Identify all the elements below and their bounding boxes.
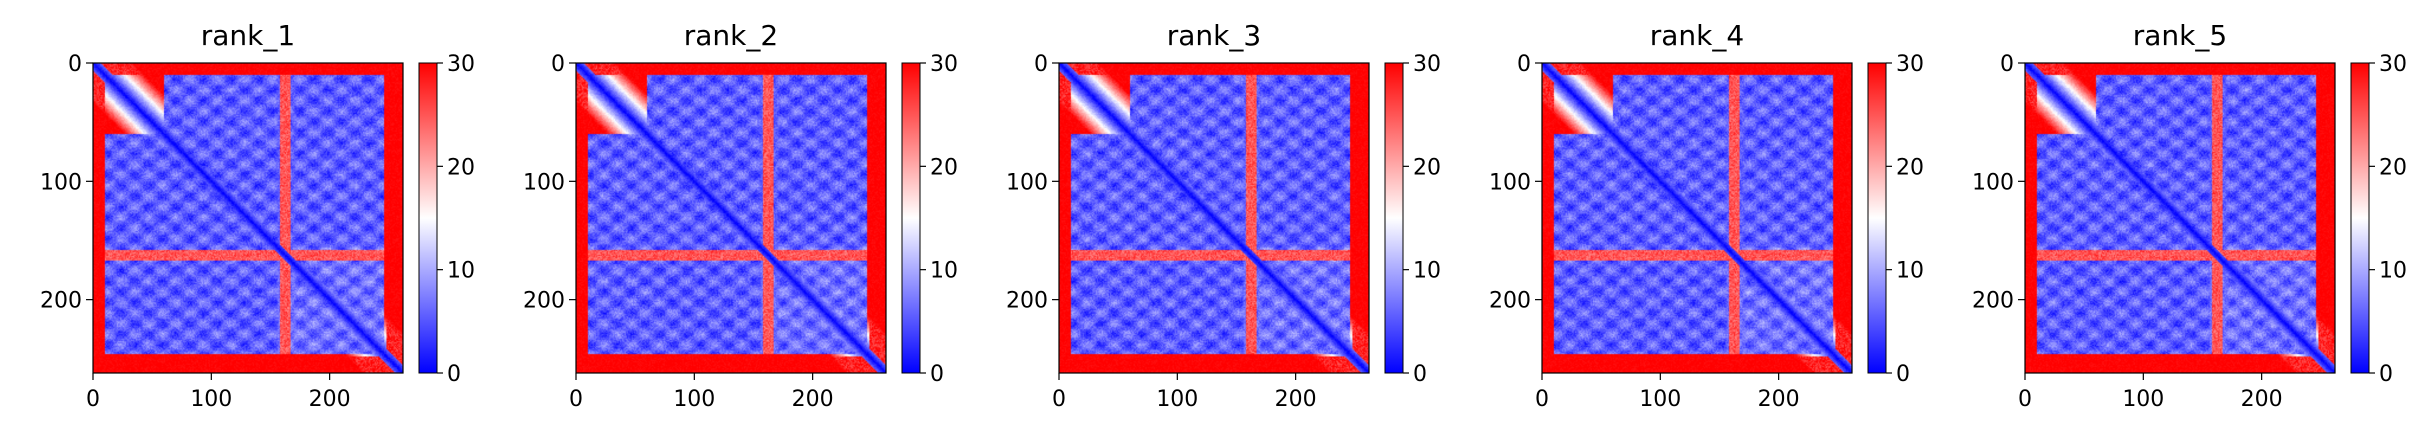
colorbar-tick-label: 10 xyxy=(1896,259,1924,284)
y-tick-label: 0 xyxy=(1034,52,1048,77)
colorbar-tick-label: 20 xyxy=(1413,155,1441,180)
axes-frame xyxy=(575,62,887,374)
colorbar-tick-label: 0 xyxy=(447,362,461,387)
heatmap-cells xyxy=(576,63,886,373)
colorbar-tick-label: 20 xyxy=(447,155,475,180)
y-tick-label: 100 xyxy=(523,170,565,195)
y-tick-label: 0 xyxy=(68,52,82,77)
axes-frame xyxy=(1541,62,1853,374)
colorbar xyxy=(1384,62,1404,374)
y-tick-label: 100 xyxy=(1972,170,2014,195)
y-tick-label: 200 xyxy=(523,289,565,314)
chart-title: rank_4 xyxy=(1650,19,1744,52)
y-tick-label: 100 xyxy=(40,170,82,195)
x-tick-label: 100 xyxy=(1639,387,1681,412)
chart-title: rank_5 xyxy=(2133,19,2227,52)
axes-frame xyxy=(2024,62,2336,374)
heatmap-cells xyxy=(1059,63,1369,373)
colorbar-tick-label: 0 xyxy=(2379,362,2393,387)
colorbar xyxy=(901,62,921,374)
chart-title: rank_2 xyxy=(684,19,778,52)
colorbar xyxy=(2350,62,2370,374)
x-tick-label: 0 xyxy=(1535,387,1549,412)
axes-frame xyxy=(1058,62,1370,374)
colorbar xyxy=(418,62,438,374)
colorbar-tick-label: 10 xyxy=(447,259,475,284)
x-tick-label: 0 xyxy=(569,387,583,412)
y-tick-label: 200 xyxy=(40,289,82,314)
colorbar-tick-label: 30 xyxy=(1896,52,1924,77)
heatmap-panel: rank_2 0 100 200 0 100 200 0 10 20 30 xyxy=(523,19,958,412)
colorbar-tick-label: 10 xyxy=(1413,259,1441,284)
colorbar-tick-label: 20 xyxy=(930,155,958,180)
x-tick-label: 100 xyxy=(673,387,715,412)
chart-title: rank_1 xyxy=(201,19,295,52)
y-tick-label: 0 xyxy=(2000,52,2014,77)
x-tick-label: 100 xyxy=(1156,387,1198,412)
colorbar-tick-label: 20 xyxy=(2379,155,2407,180)
heatmap-cells xyxy=(93,63,403,373)
colorbar-tick-label: 0 xyxy=(930,362,944,387)
colorbar-tick-label: 30 xyxy=(447,52,475,77)
x-tick-label: 200 xyxy=(2241,387,2283,412)
y-tick-label: 100 xyxy=(1006,170,1048,195)
heatmap-panel: rank_5 0 100 200 0 100 200 0 10 20 30 xyxy=(1972,19,2407,412)
colorbar-tick-label: 10 xyxy=(930,259,958,284)
x-tick-label: 200 xyxy=(792,387,834,412)
x-tick-label: 200 xyxy=(1758,387,1800,412)
y-tick-label: 200 xyxy=(1489,289,1531,314)
x-tick-label: 200 xyxy=(309,387,351,412)
chart-title: rank_3 xyxy=(1167,19,1261,52)
x-tick-label: 0 xyxy=(1052,387,1066,412)
x-tick-label: 100 xyxy=(2122,387,2164,412)
y-tick-label: 200 xyxy=(1006,289,1048,314)
heatmap-cells xyxy=(1542,63,1852,373)
x-tick-label: 0 xyxy=(2018,387,2032,412)
heatmap-panel: rank_1 0 100 200 0 100 200 0 10 20 30 xyxy=(40,19,475,412)
heatmap-panel: rank_3 0 100 200 0 100 200 0 10 20 30 xyxy=(1006,19,1441,412)
y-tick-label: 0 xyxy=(551,52,565,77)
colorbar-tick-label: 30 xyxy=(1413,52,1441,77)
colorbar-tick-label: 30 xyxy=(2379,52,2407,77)
heatmap-panel: rank_4 0 100 200 0 100 200 0 10 20 30 xyxy=(1489,19,1924,412)
heatmap-cells xyxy=(2025,63,2335,373)
colorbar-tick-label: 0 xyxy=(1413,362,1427,387)
colorbar-tick-label: 30 xyxy=(930,52,958,77)
colorbar-tick-label: 0 xyxy=(1896,362,1910,387)
x-tick-label: 100 xyxy=(190,387,232,412)
colorbar-tick-label: 10 xyxy=(2379,259,2407,284)
y-tick-label: 0 xyxy=(1517,52,1531,77)
y-tick-label: 100 xyxy=(1489,170,1531,195)
colorbar-tick-label: 20 xyxy=(1896,155,1924,180)
x-tick-label: 200 xyxy=(1275,387,1317,412)
colorbar xyxy=(1867,62,1887,374)
axes-frame xyxy=(92,62,404,374)
x-tick-label: 0 xyxy=(86,387,100,412)
y-tick-label: 200 xyxy=(1972,289,2014,314)
